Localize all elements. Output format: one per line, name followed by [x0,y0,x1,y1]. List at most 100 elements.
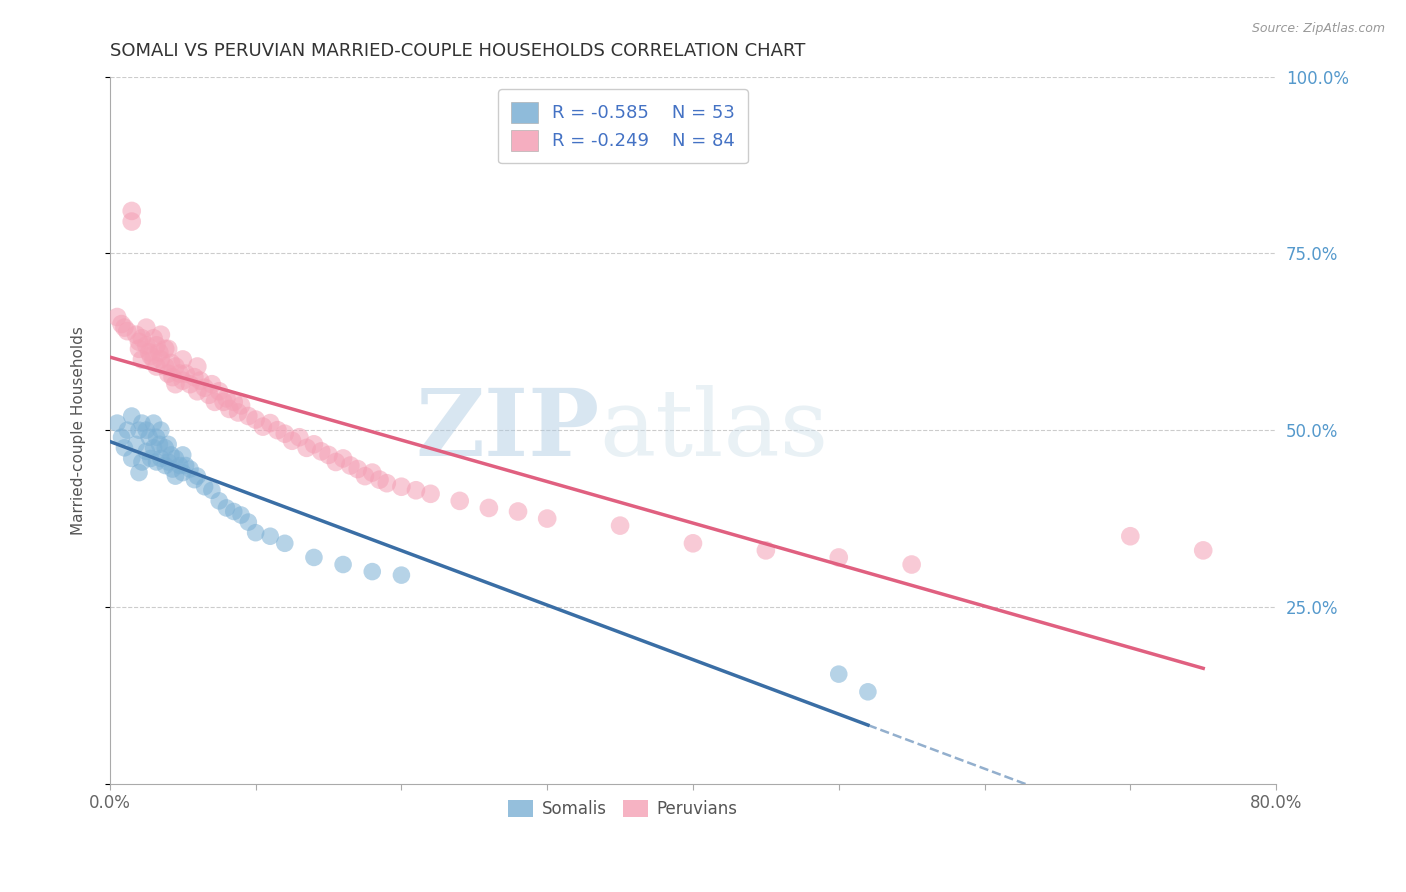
Point [828,667,851,681]
Point [157,342,180,356]
Point [160,356,183,370]
Point [145,359,167,374]
Point [222,395,245,409]
Point [128,334,150,349]
Point [157,455,180,469]
Point [148,345,170,359]
Point [389,480,412,494]
Point [179,377,201,392]
Legend: Somalis, Peruvians: Somalis, Peruvians [502,793,744,825]
Point [201,483,224,498]
Point [172,448,194,462]
Point [121,203,143,218]
Point [238,409,260,423]
Point [155,458,177,473]
Point [165,469,187,483]
Point [361,565,384,579]
Point [259,529,281,543]
Point [121,451,143,466]
Point [121,409,143,423]
Point [419,487,441,501]
Point [900,558,922,572]
Point [138,430,160,444]
Point [478,500,501,515]
Point [160,448,183,462]
Point [755,543,778,558]
Point [162,462,184,476]
Point [128,342,150,356]
Point [142,331,165,345]
Point [208,384,231,399]
Point [145,430,167,444]
Point [149,327,172,342]
Point [131,416,153,430]
Point [226,405,249,419]
Point [389,568,412,582]
Point [215,500,238,515]
Point [183,370,205,384]
Point [165,377,187,392]
Point [405,483,427,498]
Point [375,476,398,491]
Y-axis label: Married-couple Households: Married-couple Households [72,326,86,534]
Point [222,504,245,518]
Point [186,469,208,483]
Point [165,451,187,466]
Point [332,558,354,572]
Point [157,437,180,451]
Point [449,494,471,508]
Point [155,359,177,374]
Point [131,331,153,345]
Point [117,423,139,437]
Point [155,441,177,455]
Point [266,423,288,437]
Point [131,352,153,367]
Point [139,451,162,466]
Point [368,473,391,487]
Point [135,338,157,352]
Point [309,444,332,458]
Point [121,214,143,228]
Point [112,441,135,455]
Point [186,359,208,374]
Point [179,462,201,476]
Point [354,469,377,483]
Point [105,310,128,324]
Point [245,525,267,540]
Point [252,419,274,434]
Point [186,384,208,399]
Point [245,412,267,426]
Point [139,349,162,363]
Point [288,430,311,444]
Point [1192,543,1215,558]
Point [162,370,184,384]
Point [274,426,297,441]
Point [339,458,361,473]
Point [148,437,170,451]
Point [1119,529,1142,543]
Point [346,462,368,476]
Point [172,466,194,480]
Point [172,352,194,367]
Text: Source: ZipAtlas.com: Source: ZipAtlas.com [1251,22,1385,36]
Point [609,518,631,533]
Point [135,423,157,437]
Point [201,377,224,392]
Point [169,458,191,473]
Point [172,374,194,388]
Point [142,441,165,455]
Point [112,320,135,334]
Point [131,455,153,469]
Point [295,441,318,455]
Point [194,480,217,494]
Point [174,458,197,473]
Point [142,416,165,430]
Point [238,515,260,529]
Point [828,550,851,565]
Point [274,536,297,550]
Point [332,451,354,466]
Point [117,324,139,338]
Point [204,395,226,409]
Point [142,352,165,367]
Point [128,466,150,480]
